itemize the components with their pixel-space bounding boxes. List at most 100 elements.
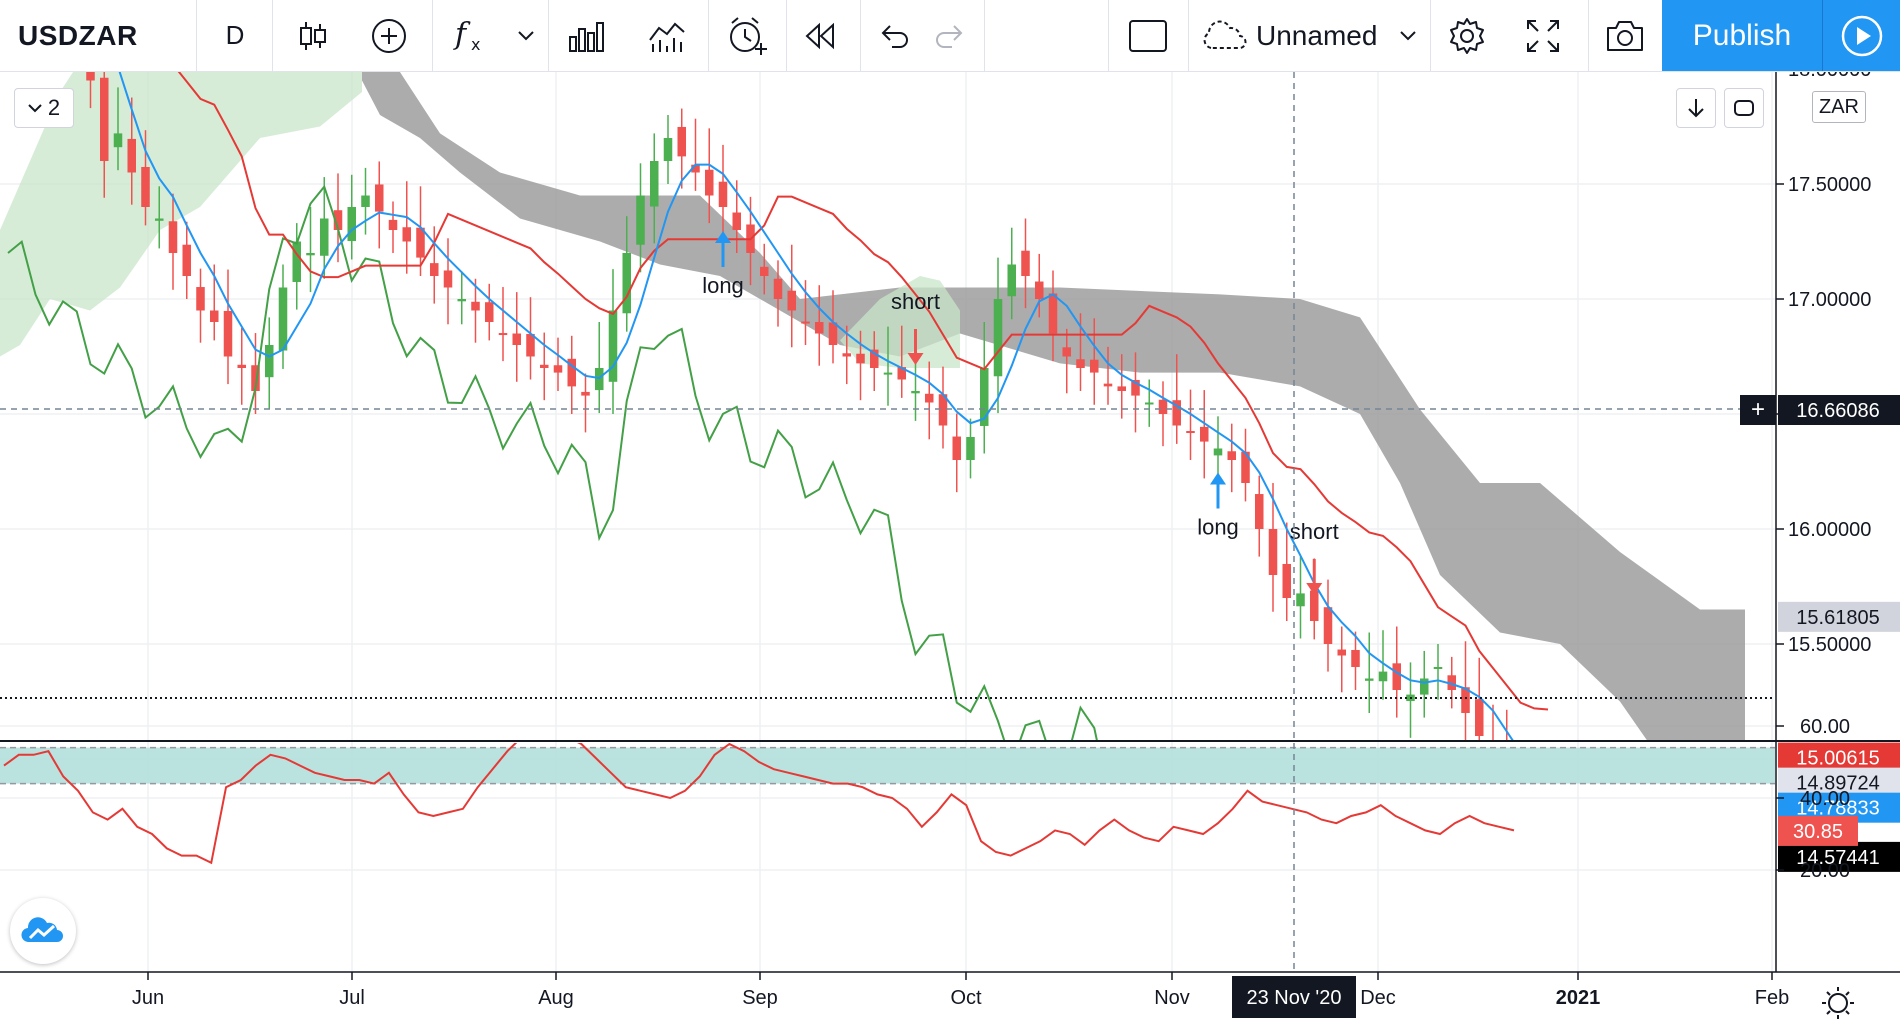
legend-collapse-button[interactable]: 2 (14, 88, 74, 128)
symbol-search[interactable]: USDZAR (18, 19, 138, 51)
candle-body (1117, 386, 1127, 391)
long-signal-label: long (1197, 515, 1239, 540)
candle-body (1447, 675, 1457, 690)
candle-body (993, 299, 1003, 377)
toolbar-divider (1588, 0, 1589, 71)
candle-body (1489, 742, 1498, 748)
toolbar-divider (1188, 0, 1189, 71)
candle-body (553, 365, 563, 373)
candle-body (759, 266, 769, 276)
candle-body (883, 372, 893, 375)
scroll-to-realtime-button[interactable] (1676, 88, 1716, 128)
time-tick-label: Sep (742, 987, 778, 1009)
candle-body (1158, 399, 1168, 414)
candle-body (911, 391, 920, 394)
candle-body (99, 77, 109, 161)
candle-body (1364, 678, 1374, 681)
interval-button[interactable]: D (225, 20, 245, 50)
candle-body (1076, 359, 1085, 368)
candle-body (237, 364, 247, 368)
toolbar-divider (1430, 0, 1431, 71)
candle-body (168, 221, 178, 253)
candle-body (113, 133, 123, 148)
fullscreen-icon[interactable] (1510, 0, 1576, 71)
candle-body (979, 368, 989, 426)
legend-count: 2 (47, 95, 61, 120)
crosshair-price-label: 16.66086 (1796, 400, 1879, 422)
candle-body (498, 333, 508, 336)
cloud-icon (1198, 0, 1250, 71)
time-tick-label: 2021 (1556, 987, 1601, 1009)
candles (86, 72, 1508, 748)
ichimoku-cloud (0, 72, 1745, 741)
candle-body (1309, 590, 1319, 621)
replay-icon[interactable] (790, 0, 852, 71)
candle-body (938, 394, 948, 426)
add-compare-icon[interactable] (354, 0, 424, 71)
oscillator-axis[interactable]: 60.00 40.00 20.00 30.85 (1776, 716, 1858, 882)
candle-body (787, 290, 797, 311)
publish-button[interactable]: Publish (1662, 0, 1822, 71)
price-tick-label: 17.50000 (1788, 174, 1871, 196)
play-icon[interactable] (1822, 0, 1900, 71)
candle-body (1474, 699, 1484, 736)
candle-body (319, 218, 329, 256)
chevron-down-icon[interactable] (1388, 0, 1428, 71)
candle-body (1351, 649, 1360, 667)
snapshot-icon[interactable] (1592, 0, 1658, 71)
candle-body (512, 333, 522, 345)
time-tick-label: Jul (339, 987, 365, 1009)
candle-body (1021, 250, 1030, 276)
long-signal-label: long (702, 273, 744, 298)
currency-label[interactable]: ZAR (1812, 91, 1866, 123)
toolbar-divider (1108, 0, 1109, 71)
layout-icon[interactable] (1112, 0, 1184, 71)
chart-canvas[interactable]: shortlongshortlongshort 19.0000018.50000… (0, 72, 1900, 1026)
candle-body (264, 345, 274, 378)
crosshair-date-label: 23 Nov '20 (1247, 987, 1342, 1009)
settings-icon[interactable] (1436, 0, 1498, 71)
toolbar-divider (548, 0, 549, 71)
candle-body (154, 218, 164, 221)
osc-value-tag (1778, 815, 1858, 846)
layout-name-button[interactable]: Unnamed (1256, 19, 1378, 51)
candle-body (814, 322, 824, 334)
reset-chart-button[interactable] (1724, 88, 1764, 128)
candle-body (182, 244, 192, 276)
time-tick-label: Jun (132, 987, 164, 1009)
candle-body (1296, 593, 1305, 607)
cloud-bullish (840, 276, 960, 368)
candle-body (278, 287, 288, 351)
candle-body (1268, 529, 1278, 575)
long-arrow-head (715, 231, 731, 243)
candle-body (361, 195, 370, 207)
candle-body (1144, 402, 1154, 405)
redo-icon[interactable] (922, 0, 978, 71)
toolbar-divider (984, 0, 985, 71)
price-tick-label: 16.00000 (1788, 519, 1871, 541)
candle-body (649, 161, 659, 207)
price-axis[interactable]: 19.0000018.5000018.0000017.5000017.00000… (1776, 72, 1900, 872)
oscillator-line (3, 743, 1515, 865)
candle-body (1034, 281, 1044, 299)
templates-icon[interactable] (632, 0, 702, 71)
candle-body (718, 181, 728, 207)
svg-text:+: + (1751, 396, 1765, 423)
candle-body (1461, 687, 1470, 713)
bars-style-icon[interactable] (280, 0, 346, 71)
candle-body (622, 253, 632, 314)
candle-body (251, 365, 260, 391)
time-axis[interactable]: Jun Jul Aug Sep Oct Nov Dec 2021 Feb (132, 972, 1789, 1009)
chevron-down-icon[interactable] (506, 0, 546, 71)
time-tick-label: Aug (538, 987, 574, 1009)
alert-icon[interactable] (712, 0, 784, 71)
tradingview-logo[interactable] (10, 898, 76, 964)
undo-icon[interactable] (866, 0, 922, 71)
osc-tick-label: 20.00 (1800, 860, 1850, 882)
candle-body (1282, 563, 1292, 598)
candle-body (966, 437, 975, 460)
financials-icon[interactable] (554, 0, 618, 71)
timezone-settings-icon[interactable] (1822, 987, 1854, 1019)
